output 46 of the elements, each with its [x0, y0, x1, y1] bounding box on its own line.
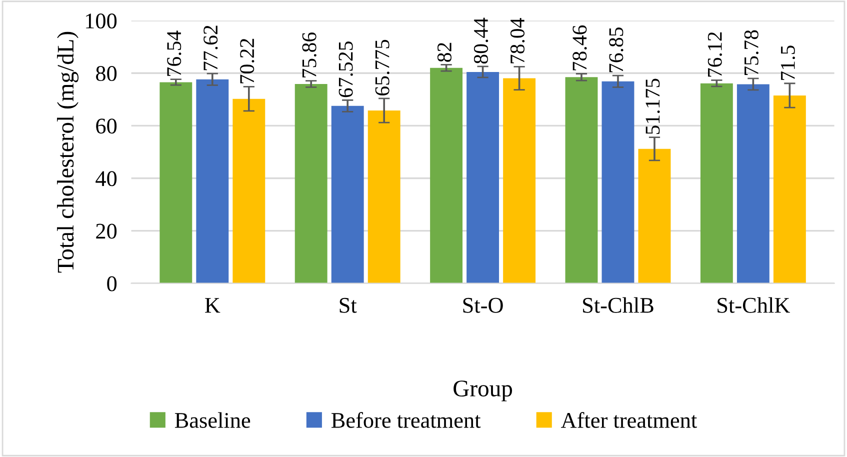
x-tick-label: St-O — [463, 298, 503, 313]
legend-label: After treatment — [560, 412, 697, 428]
bar — [430, 68, 463, 284]
bar — [368, 110, 400, 284]
y-tick-label: 40 — [96, 171, 117, 186]
data-label: 75.78 — [744, 30, 758, 75]
legend-label: Before treatment — [331, 412, 481, 428]
bar — [638, 148, 671, 284]
x-tick-label: St-ChlK — [718, 297, 790, 313]
data-label: 78.04 — [510, 18, 525, 64]
legend-label: Baseline — [174, 412, 250, 428]
bar — [773, 95, 806, 284]
data-label: 76.85 — [609, 27, 624, 72]
data-label: 76.54 — [167, 30, 182, 76]
bar — [196, 79, 229, 284]
data-label: 77.62 — [204, 26, 218, 70]
data-label: 51.175 — [646, 78, 660, 134]
bar — [602, 81, 634, 284]
data-label: 78.46 — [572, 25, 587, 70]
bar — [565, 77, 598, 284]
bar — [700, 83, 733, 284]
data-label: 82 — [437, 42, 452, 62]
x-axis-title: Group — [454, 380, 512, 402]
bar — [736, 84, 770, 284]
bar — [331, 106, 364, 284]
y-axis-title: Total cholesterol (mg/dL) — [57, 32, 79, 273]
bar — [294, 84, 328, 284]
data-label: 70.22 — [240, 38, 254, 84]
y-tick-label: 60 — [96, 118, 117, 134]
data-label: 67.525 — [338, 42, 353, 98]
y-tick-label: 20 — [96, 224, 117, 239]
data-label: 71.5 — [780, 46, 795, 80]
y-tick-label: 100 — [86, 13, 117, 28]
bar — [232, 98, 266, 284]
y-tick-label: 0 — [107, 276, 117, 292]
x-tick-label: St-ChlB — [583, 297, 654, 313]
bar — [466, 72, 500, 284]
bar — [160, 82, 192, 284]
y-tick-label: 80 — [96, 66, 117, 82]
data-label: 80.44 — [474, 18, 488, 64]
x-tick-label: St — [340, 298, 357, 313]
data-label: 75.86 — [302, 32, 316, 78]
bar — [503, 78, 536, 284]
data-label: 65.775 — [375, 40, 390, 96]
data-label: 76.12 — [708, 32, 722, 77]
x-tick-label: K — [205, 298, 220, 313]
